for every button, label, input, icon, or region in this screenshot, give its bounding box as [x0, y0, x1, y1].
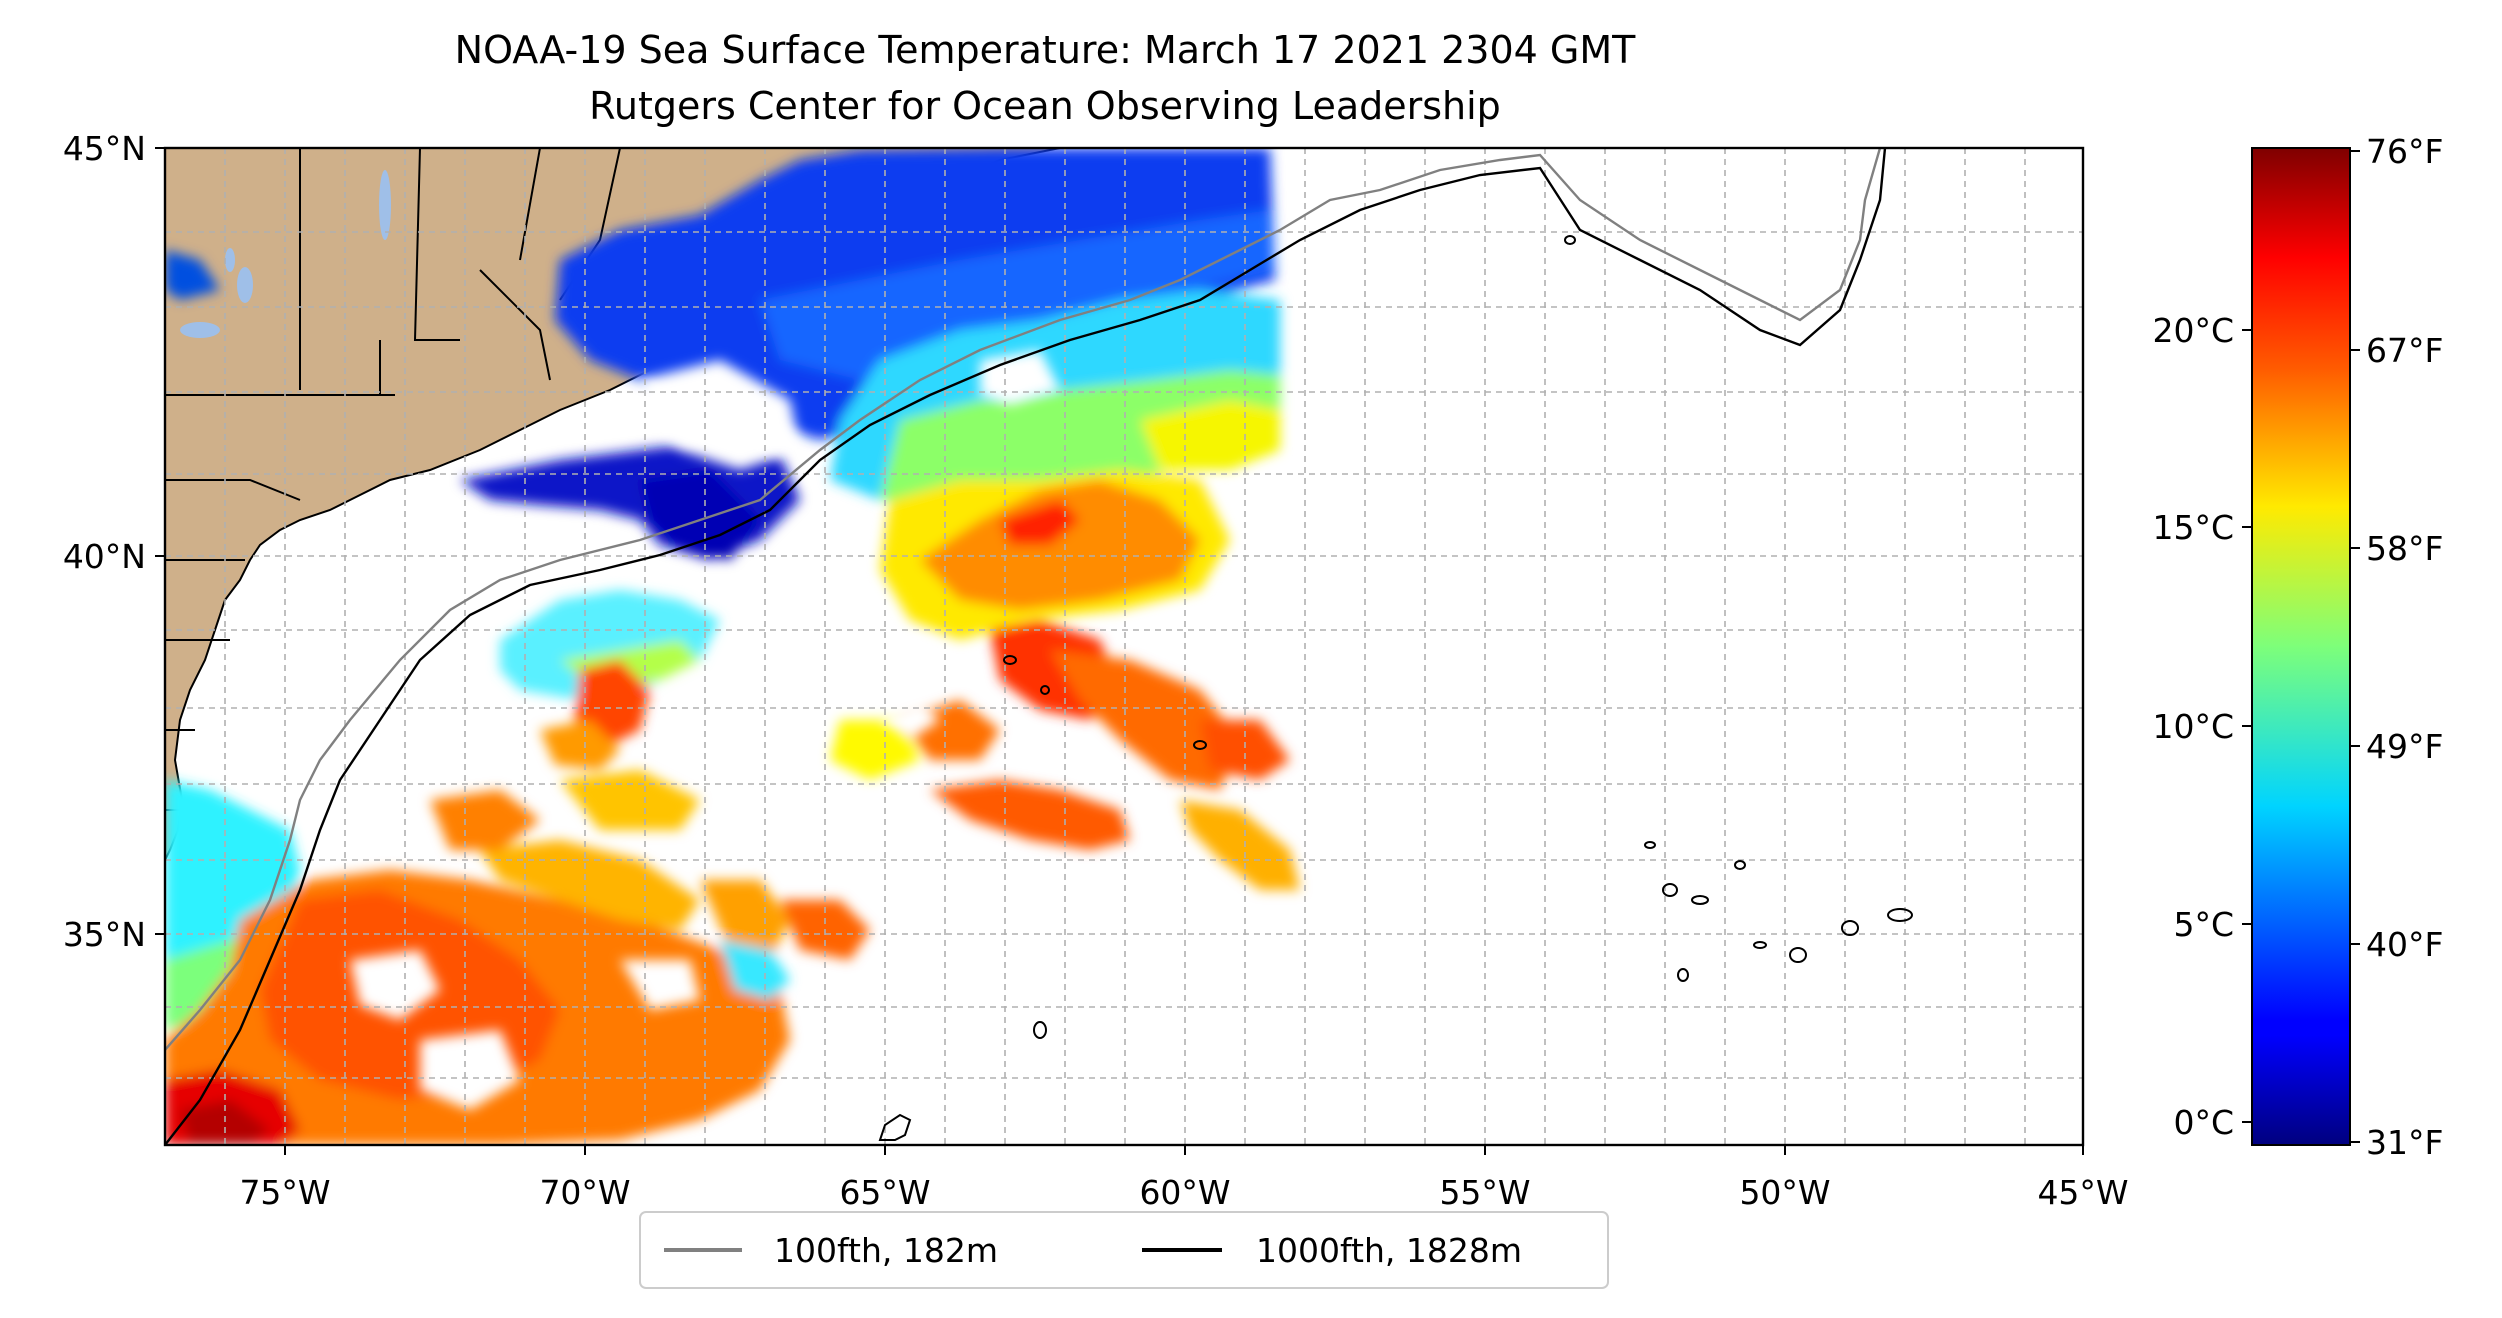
- state-borders: [165, 148, 621, 811]
- colorbar-celsius-label: 20°C: [2152, 311, 2234, 350]
- map-title: NOAA-19 Sea Surface Temperature: March 1…: [454, 28, 1636, 72]
- axis-ticks: [155, 147, 2084, 1155]
- colorbar-fahrenheit-label: 67°F: [2366, 331, 2443, 370]
- lon-tick-label: 65°W: [839, 1173, 930, 1212]
- colorbar-fahrenheit-label: 31°F: [2366, 1123, 2443, 1162]
- lon-tick-label: 60°W: [1139, 1173, 1230, 1212]
- longitude-labels: 75°W 70°W 65°W 60°W 55°W 50°W 45°W: [239, 1173, 2128, 1212]
- seamounts: [878, 235, 1913, 1141]
- latitude-labels: 45°N 40°N 35°N: [63, 129, 146, 954]
- lon-tick-label: 50°W: [1739, 1173, 1830, 1212]
- colorbar-fahrenheit-label: 40°F: [2366, 925, 2443, 964]
- colorbar-celsius-label: 0°C: [2173, 1103, 2234, 1142]
- lat-tick-label: 40°N: [63, 537, 146, 576]
- map-subtitle: Rutgers Center for Ocean Observing Leade…: [589, 84, 1501, 128]
- lat-tick-label: 45°N: [63, 129, 146, 168]
- isobath-1000fth: [165, 148, 1887, 1145]
- legend-label-1000fth: 1000fth, 1828m: [1256, 1231, 1522, 1270]
- lon-tick-label: 75°W: [239, 1173, 330, 1212]
- colorbar-celsius-label: 5°C: [2173, 905, 2234, 944]
- colorbar: 20°C 15°C 10°C 5°C 0°C 76°F 67°F 58°F 49…: [2152, 132, 2443, 1162]
- colorbar-celsius-label: 10°C: [2152, 707, 2234, 746]
- isobath-100fth: [165, 148, 1882, 1051]
- colorbar-fahrenheit-label: 49°F: [2366, 727, 2443, 766]
- lon-tick-label: 70°W: [539, 1173, 630, 1212]
- map-gridlines: [165, 148, 2083, 1145]
- lon-tick-label: 45°W: [2037, 1173, 2128, 1212]
- colorbar-gradient: [2251, 147, 2351, 1146]
- bathymetry-legend: 100fth, 182m 1000fth, 1828m: [639, 1211, 1609, 1289]
- legend-label-100fth: 100fth, 182m: [774, 1231, 998, 1270]
- colorbar-fahrenheit-label: 58°F: [2366, 529, 2443, 568]
- lon-tick-label: 55°W: [1439, 1173, 1530, 1212]
- map-frame: [163, 146, 2085, 1147]
- map-area: [165, 148, 2083, 1145]
- colorbar-fahrenheit-label: 76°F: [2366, 132, 2443, 171]
- lat-tick-label: 35°N: [63, 915, 146, 954]
- colorbar-celsius-label: 15°C: [2152, 508, 2234, 547]
